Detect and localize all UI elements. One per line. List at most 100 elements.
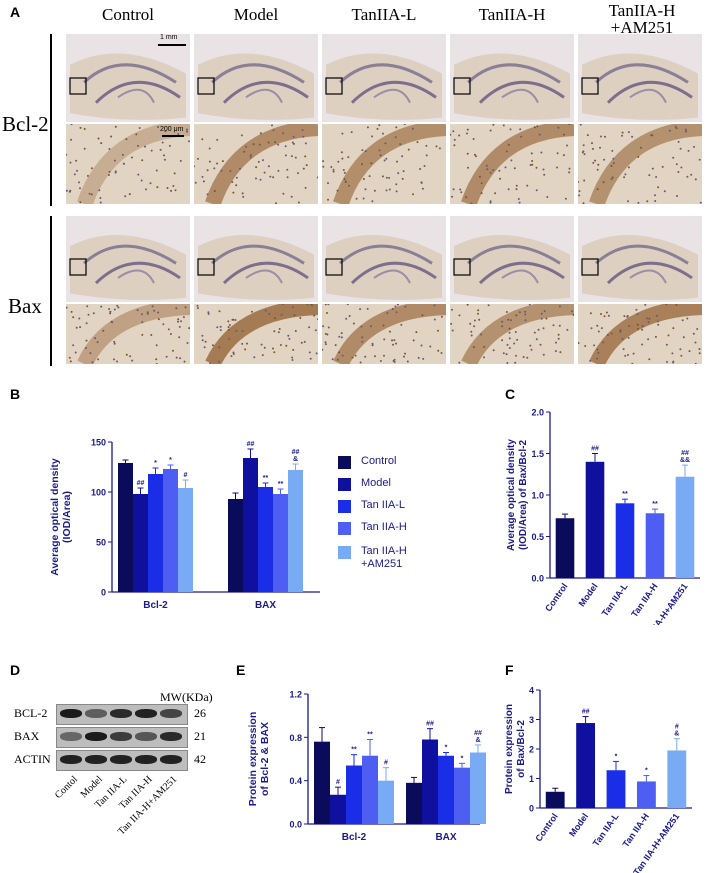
significance-mark: * [615, 753, 618, 760]
wb-band [135, 755, 157, 764]
significance-mark: ** [278, 481, 284, 488]
significance-mark: # [384, 760, 388, 767]
bar [228, 499, 243, 592]
bax-high-mag-tile [322, 304, 446, 364]
wb-band [160, 709, 182, 718]
y-tick-label: 0.0 [531, 574, 544, 584]
x-category-label: Model [577, 581, 600, 608]
scale-label-1mm: 1 mm [160, 34, 178, 41]
column-header-taniia-l: TanIIA-L [351, 5, 417, 24]
y-tick-label: 0.8 [289, 733, 302, 743]
bcl2-low-mag-tile [194, 34, 318, 122]
column-header-taniia-h: TanIIA-H [478, 5, 546, 24]
bar [615, 503, 635, 578]
legend-swatch [338, 478, 351, 491]
x-category-label: Tan IIA-H [621, 811, 651, 849]
panel-c-letter: C [505, 386, 516, 402]
y-tick-label: 1.0 [531, 491, 544, 501]
x-category-label: Control [533, 811, 560, 843]
bar [406, 782, 422, 824]
bcl2-low-mag-tile [322, 34, 446, 122]
x-category-label: Tan IIA-L [600, 581, 630, 618]
significance-mark: * [461, 755, 464, 762]
y-tick-label: 150 [91, 438, 106, 448]
x-category-label: Bcl-2 [143, 600, 168, 611]
significance-mark: & [293, 456, 298, 463]
column-header-model: Model [233, 5, 279, 24]
y-tick-label: 2.0 [531, 408, 544, 418]
panel-b-letter: B [10, 386, 21, 402]
bar [667, 750, 687, 808]
significance-mark: * [169, 457, 172, 464]
y-axis-label: (IOD/Area) of Bax/Bcl-2 [518, 440, 529, 550]
column-header-control: Control [102, 5, 154, 24]
significance-mark: ** [263, 475, 269, 482]
legend-label: Tan IIA-H +AM251 [361, 545, 407, 570]
legend-swatch [338, 500, 351, 513]
bar [118, 463, 133, 592]
legend-swatch [338, 456, 351, 469]
bar [576, 723, 596, 808]
panel-f-letter: F [505, 662, 514, 678]
wb-band [85, 709, 107, 718]
wb-mw-value: 26 [194, 706, 206, 720]
significance-mark: ** [622, 491, 628, 498]
significance-mark: ## [591, 446, 599, 453]
bar [133, 494, 148, 592]
significance-mark: # [675, 724, 679, 731]
row-label-bcl2: Bcl-2 [2, 112, 49, 136]
significance-mark: * [445, 745, 448, 752]
scale-bar-200um [162, 135, 184, 137]
bar [645, 513, 665, 578]
significance-mark: * [154, 460, 157, 467]
bar [606, 770, 626, 808]
y-axis-label: Protein expression [247, 712, 259, 807]
wb-protein-label: ACTIN [14, 752, 51, 766]
wb-band [110, 709, 132, 718]
bax-low-mag-tile [322, 216, 446, 302]
significance-mark: ** [367, 732, 373, 739]
x-category-label: Tan IIA-L [591, 811, 621, 848]
chart-e: 0.00.40.81.2#****#Bcl-2##**##&BAXProtein… [247, 690, 486, 843]
y-tick-label: 0 [529, 804, 534, 814]
scale-bar-1mm [158, 44, 186, 46]
bar [454, 767, 470, 824]
wb-band [60, 709, 82, 718]
bar [422, 739, 438, 824]
bax-high-mag-tile [450, 304, 574, 364]
bcl2-high-mag-tile [578, 124, 702, 204]
y-tick-label: 4 [529, 686, 534, 696]
bar [273, 494, 288, 592]
legend-label: Tan IIA-H [361, 521, 407, 533]
bcl2-high-mag-tile [194, 124, 318, 204]
wb-protein-label: BAX [14, 729, 40, 743]
x-category-label: BAX [435, 832, 456, 843]
bar [148, 474, 163, 592]
legend-label: Model [361, 477, 391, 489]
y-axis-label: Average optical density [506, 439, 517, 551]
significance-mark: ## [247, 441, 255, 448]
wb-mw-value: 42 [194, 752, 206, 766]
bax-low-mag-tile [578, 216, 702, 302]
wb-mw-header: MW(KDa) [160, 690, 213, 704]
bar [470, 752, 486, 824]
panel-e-letter: E [236, 662, 246, 678]
bcl2-low-mag-tile [66, 34, 190, 122]
bax-high-mag-tile [194, 304, 318, 364]
bax-row-bar [50, 216, 52, 366]
y-axis-label: Average optical density [49, 458, 61, 576]
legend-swatch [338, 522, 351, 535]
legend-swatch [338, 546, 351, 559]
bar [585, 461, 605, 578]
x-category-label: Model [567, 811, 590, 838]
y-axis-label: (IOD/Area) [61, 491, 73, 543]
wb-lane-label: Contol [52, 774, 80, 802]
wb-band [85, 755, 107, 764]
wb-band [160, 755, 182, 764]
y-tick-label: 2 [529, 745, 534, 755]
y-tick-label: 1.2 [289, 690, 302, 700]
legend-label: Control [361, 455, 397, 467]
y-tick-label: 0 [101, 588, 106, 598]
bcl2-high-mag-tile [450, 124, 574, 204]
